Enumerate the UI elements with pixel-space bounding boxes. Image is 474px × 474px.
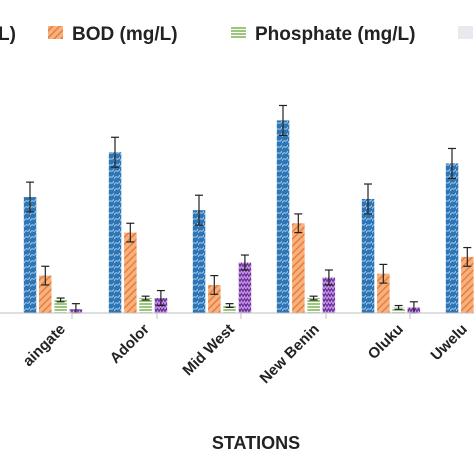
legend: L) BOD (mg/L) Phosphate (mg/L) (0, 24, 473, 45)
error-bar-oluku-series-3 (394, 304, 403, 310)
error-bar-mid-west-series-3 (225, 303, 234, 308)
error-bars (26, 104, 472, 314)
x-tick-label-new-benin: New Benin (257, 321, 323, 387)
x-tick-label-maingate: aingate (20, 321, 69, 370)
x-tick-label-mid-west: Mid West (179, 321, 237, 379)
bar-adolor-series-1 (108, 152, 122, 313)
error-bar-adolor-series-4 (156, 289, 165, 307)
x-axis-tick-labels: aingate Adolor Mid West New Benin Oluku Uwelu (20, 321, 471, 387)
legend-swatch-4 (458, 26, 473, 39)
legend-label-2: BOD (mg/L) (72, 24, 178, 45)
bar-new-benin-series-1 (276, 120, 290, 314)
bar-maingate-series-3 (54, 299, 67, 313)
bar-oluku-series-3 (392, 307, 405, 313)
bar-mid-west-series-4 (238, 262, 252, 313)
bar-uwelu-series-1 (445, 163, 459, 313)
error-bar-mid-west-series-4 (240, 254, 249, 271)
error-bar-adolor-series-1 (111, 136, 119, 168)
error-bar-mid-west-series-2 (210, 275, 219, 295)
legend-label-3: Phosphate (mg/L) (255, 24, 415, 45)
legend-entry-2: BOD (mg/L) (48, 24, 178, 45)
x-tick-label-adolor: Adolor (107, 321, 153, 367)
bar-uwelu-series-2 (461, 256, 474, 313)
error-bar-oluku-series-2 (379, 263, 388, 284)
legend-entry-1: L) (0, 24, 16, 45)
error-bar-adolor-series-2 (126, 222, 135, 243)
error-bar-adolor-series-3 (141, 295, 150, 301)
bar-adolor-series-2 (124, 232, 137, 313)
error-bar-new-benin-series-1 (279, 104, 287, 136)
error-bar-new-benin-series-3 (309, 295, 318, 301)
x-axis-ticks (71, 313, 411, 319)
bar-mid-west-series-2 (208, 285, 221, 313)
error-bar-new-benin-series-4 (324, 269, 333, 286)
error-bar-mid-west-series-1 (195, 194, 203, 226)
bar-new-benin-series-2 (292, 223, 305, 313)
error-bar-maingate-series-1 (26, 181, 34, 213)
legend-entry-3: Phosphate (mg/L) (231, 24, 415, 45)
error-bar-maingate-series-3 (56, 297, 65, 303)
bar-maingate-series-1 (23, 197, 37, 313)
error-bar-new-benin-series-2 (294, 213, 303, 234)
bar-adolor-series-3 (139, 298, 152, 313)
bar-mid-west-series-3 (223, 305, 236, 313)
error-bar-maingate-series-2 (41, 265, 50, 286)
bar-new-benin-series-4 (322, 277, 336, 313)
bar-mid-west-series-1 (192, 210, 206, 313)
error-bar-uwelu-series-2 (463, 246, 472, 267)
x-axis-title: STATIONS (212, 433, 300, 453)
bar-new-benin-series-3 (307, 298, 320, 313)
legend-label-1: L) (0, 24, 16, 45)
legend-swatch-2 (48, 26, 63, 39)
x-tick-label-oluku: Oluku (365, 321, 407, 363)
error-bar-uwelu-series-1 (448, 147, 456, 179)
bar-oluku-series-1 (361, 199, 375, 313)
x-tick-label-uwelu: Uwelu (428, 321, 471, 364)
legend-swatch-3 (231, 26, 246, 39)
error-bar-oluku-series-1 (364, 183, 372, 215)
bars (23, 120, 474, 314)
